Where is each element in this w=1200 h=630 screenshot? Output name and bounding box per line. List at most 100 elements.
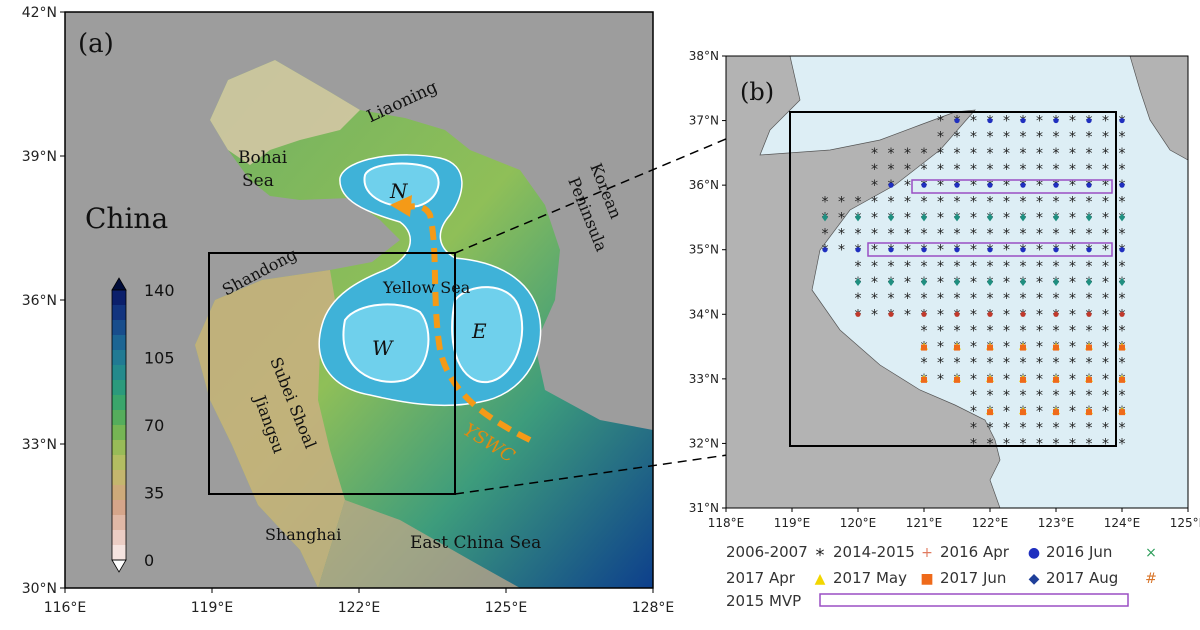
station-star: * <box>1086 388 1093 404</box>
region-e: E <box>471 319 487 343</box>
station-markers: * * * * * * * * * * * * * * * * * * * * * * * * * * * * * * * * * * * * * * * *… <box>822 114 1126 452</box>
station-star: * <box>987 291 994 307</box>
legend-label: 2017 Apr <box>726 569 796 587</box>
station-star: * <box>970 194 977 210</box>
station-square <box>987 376 993 383</box>
station-dot <box>921 182 927 188</box>
station-star: * <box>970 420 977 436</box>
station-star: * <box>1069 372 1076 388</box>
station-star: * <box>1102 323 1109 339</box>
station-star: * <box>1119 420 1126 436</box>
lon-tick-label: 125°E <box>485 600 528 616</box>
station-star: * <box>1036 130 1043 146</box>
legend-symbol: ■ <box>920 571 933 587</box>
station-star: * <box>1003 404 1010 420</box>
station-star: * <box>1102 259 1109 275</box>
region-w: W <box>372 336 394 360</box>
station-star: * <box>970 178 977 194</box>
station-star: * <box>1102 114 1109 130</box>
station-star: * <box>1086 291 1093 307</box>
colorbar-segment <box>112 425 126 441</box>
colorbar-segment <box>112 515 126 531</box>
station-star: * <box>970 340 977 356</box>
station-star: * <box>855 194 862 210</box>
station-dot <box>954 311 960 317</box>
station-square <box>921 376 927 383</box>
station-star: * <box>1036 307 1043 323</box>
colorbar-frame <box>111 289 127 561</box>
station-star: * <box>822 194 829 210</box>
panel-a-label: (a) <box>78 29 114 59</box>
station-star: * <box>1003 210 1010 226</box>
station-star: * <box>871 146 878 162</box>
panel-b-peninsula-tip <box>1129 56 1188 161</box>
station-diamond <box>1020 213 1026 222</box>
station-diamond <box>1086 213 1092 222</box>
panel-b-study-box <box>789 111 1117 447</box>
station-star: * <box>1003 323 1010 339</box>
b-lon-tick-label: 118°E <box>708 516 745 530</box>
legend-label: 2016 Jun <box>1046 543 1112 561</box>
station-star: * <box>1069 210 1076 226</box>
station-star: * <box>1053 388 1060 404</box>
station-star: * <box>1069 162 1076 178</box>
station-star: * <box>937 243 944 259</box>
b-lat-tick-label: 36°N <box>689 178 719 192</box>
station-star: * <box>1003 146 1010 162</box>
station-star: * <box>1003 436 1010 452</box>
station-star: * <box>987 194 994 210</box>
station-star: * <box>1036 372 1043 388</box>
station-star: * <box>1069 388 1076 404</box>
legend-mvp-label: 2015 MVP <box>726 592 801 610</box>
station-square <box>954 376 960 383</box>
station-star: * <box>921 162 928 178</box>
panel-a-map: 42°N 39°N 36°N 33°N 30°N 116°E 119°E 122°E 125°… <box>22 5 675 616</box>
station-star: * <box>921 259 928 275</box>
station-star: * <box>1119 259 1126 275</box>
station-square <box>987 409 993 416</box>
station-star: * <box>1069 130 1076 146</box>
colorbar-segment <box>112 410 126 426</box>
north-contour <box>363 162 440 208</box>
colorbar-segment <box>112 530 126 546</box>
station-star: * <box>1003 178 1010 194</box>
b-lon-tick-label: 125°E <box>1170 516 1200 530</box>
station-square <box>1020 409 1026 416</box>
station-star: * <box>1036 436 1043 452</box>
station-star: * <box>1086 436 1093 452</box>
station-star: * <box>871 178 878 194</box>
station-diamond <box>888 278 894 286</box>
station-diamond <box>987 213 993 222</box>
legend: 2006-2007 * 2014-2015 +2016 Apr ● 2016 Jun × 20… <box>726 543 1157 610</box>
station-star: * <box>987 323 994 339</box>
colorbar-tick-label: 70 <box>144 416 164 435</box>
station-star: * <box>1102 356 1109 372</box>
legend-symbol: # <box>1145 571 1157 587</box>
station-star: * <box>921 194 928 210</box>
station-star: * <box>987 259 994 275</box>
station-star: * <box>921 227 928 243</box>
colorbar-segment <box>112 320 126 336</box>
station-star: * <box>871 162 878 178</box>
station-star: * <box>1102 291 1109 307</box>
mvp-section-north <box>911 179 1113 194</box>
station-star: * <box>1053 420 1060 436</box>
station-star: * <box>1086 420 1093 436</box>
station-square <box>1086 409 1092 416</box>
station-dot <box>1086 182 1092 188</box>
station-star: * <box>1003 114 1010 130</box>
station-dot <box>1086 117 1092 124</box>
station-star: * <box>970 404 977 420</box>
station-star: * <box>855 259 862 275</box>
station-star: * <box>1003 130 1010 146</box>
station-diamond <box>954 278 960 286</box>
panel-b-map: * * * * * * * * * * * * * * * * * * * * * * * * * * * * * * * * * * * * * * * *… <box>689 49 1200 530</box>
station-dot <box>1053 311 1059 317</box>
station-star: * <box>1069 243 1076 259</box>
legend-label: 2017 Jun <box>940 569 1006 587</box>
station-star: * <box>1036 162 1043 178</box>
station-diamond <box>921 213 927 222</box>
station-star: * <box>904 146 911 162</box>
station-star: * <box>954 130 961 146</box>
